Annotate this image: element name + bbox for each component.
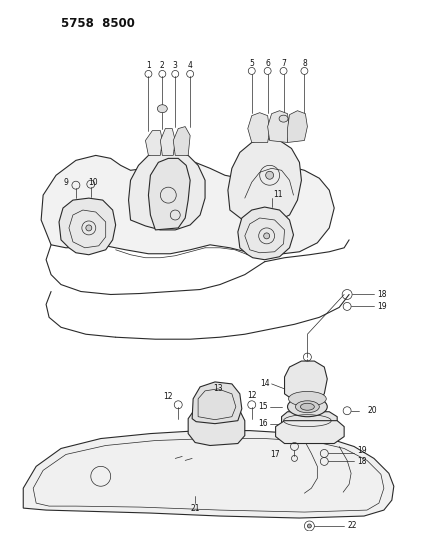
Polygon shape bbox=[128, 150, 205, 230]
Ellipse shape bbox=[158, 104, 167, 112]
Polygon shape bbox=[41, 156, 334, 255]
Text: 17: 17 bbox=[270, 450, 279, 459]
Polygon shape bbox=[228, 139, 301, 224]
Text: 6: 6 bbox=[265, 59, 270, 68]
Text: 2: 2 bbox=[160, 61, 165, 70]
Text: 18: 18 bbox=[357, 457, 366, 466]
Polygon shape bbox=[276, 421, 344, 443]
Polygon shape bbox=[268, 111, 289, 142]
Polygon shape bbox=[288, 111, 307, 142]
Text: 11: 11 bbox=[273, 190, 282, 199]
Text: 5: 5 bbox=[250, 59, 254, 68]
Text: 15: 15 bbox=[258, 402, 268, 411]
Text: 22: 22 bbox=[347, 521, 357, 530]
Text: 12: 12 bbox=[247, 391, 256, 400]
Ellipse shape bbox=[288, 391, 326, 406]
Circle shape bbox=[86, 225, 92, 231]
Text: 18: 18 bbox=[377, 290, 386, 299]
Text: 14: 14 bbox=[260, 379, 270, 389]
Text: 12: 12 bbox=[163, 392, 173, 401]
Text: 19: 19 bbox=[377, 302, 386, 311]
Polygon shape bbox=[188, 407, 245, 446]
Text: 3: 3 bbox=[173, 61, 178, 70]
Circle shape bbox=[307, 524, 311, 528]
Polygon shape bbox=[173, 126, 190, 156]
Ellipse shape bbox=[295, 401, 319, 413]
Ellipse shape bbox=[288, 397, 327, 417]
Polygon shape bbox=[248, 112, 270, 142]
Text: 4: 4 bbox=[188, 61, 193, 70]
Polygon shape bbox=[282, 411, 337, 424]
Polygon shape bbox=[59, 198, 116, 255]
Polygon shape bbox=[192, 382, 242, 424]
Text: 5758  8500: 5758 8500 bbox=[61, 17, 135, 30]
Polygon shape bbox=[146, 131, 162, 156]
Polygon shape bbox=[149, 158, 190, 230]
Text: 20: 20 bbox=[367, 406, 377, 415]
Text: 9: 9 bbox=[63, 177, 68, 187]
Text: 19: 19 bbox=[357, 446, 367, 455]
Text: 16: 16 bbox=[258, 419, 268, 428]
Text: 21: 21 bbox=[190, 504, 200, 513]
Polygon shape bbox=[23, 431, 394, 518]
Text: 10: 10 bbox=[88, 177, 98, 187]
Polygon shape bbox=[160, 128, 175, 156]
Ellipse shape bbox=[279, 115, 288, 122]
Text: 1: 1 bbox=[146, 61, 151, 70]
Polygon shape bbox=[285, 361, 327, 401]
Text: 8: 8 bbox=[302, 59, 307, 68]
Text: 13: 13 bbox=[213, 384, 223, 393]
Polygon shape bbox=[238, 207, 294, 260]
Text: 7: 7 bbox=[281, 59, 286, 68]
Ellipse shape bbox=[300, 403, 314, 410]
Circle shape bbox=[266, 171, 273, 179]
Circle shape bbox=[264, 233, 270, 239]
